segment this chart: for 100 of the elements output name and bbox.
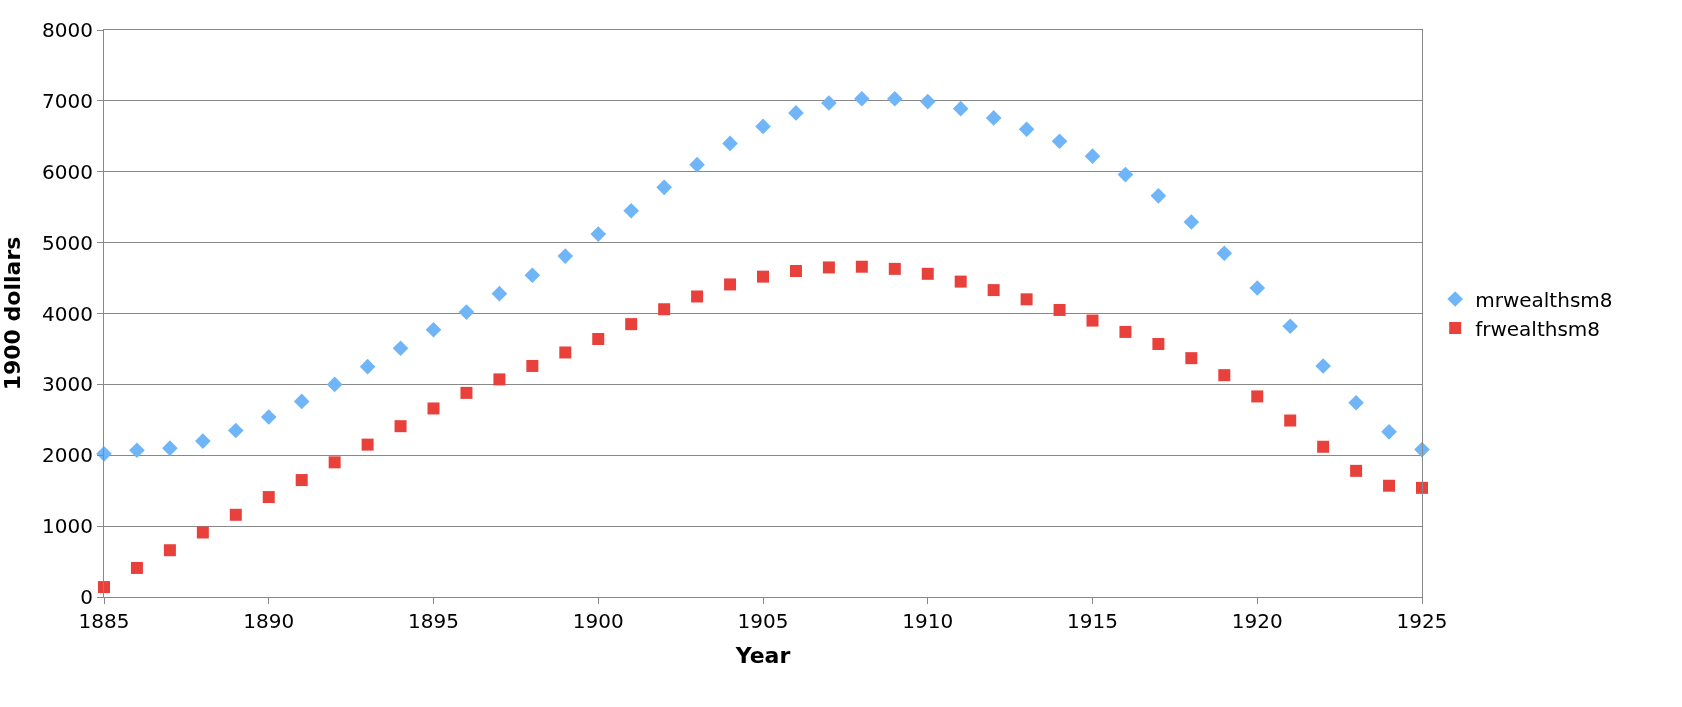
y-tick-label: 5000 — [42, 230, 93, 255]
point — [1152, 337, 1165, 350]
point — [921, 267, 934, 280]
point — [195, 433, 211, 449]
point — [1185, 352, 1198, 365]
point — [491, 285, 508, 302]
point — [1282, 318, 1298, 335]
point — [1251, 390, 1264, 403]
point — [129, 442, 145, 459]
point — [789, 264, 802, 277]
point — [1051, 133, 1068, 150]
point — [458, 304, 475, 320]
point — [590, 226, 607, 242]
point — [1084, 148, 1101, 164]
point — [1416, 481, 1428, 494]
point — [98, 581, 110, 594]
point — [1150, 188, 1167, 204]
point — [460, 386, 473, 399]
point — [262, 491, 275, 504]
point — [1350, 464, 1363, 477]
point — [724, 278, 737, 291]
point — [1348, 395, 1364, 411]
point — [1284, 414, 1297, 427]
point — [493, 373, 506, 386]
point — [427, 402, 440, 415]
point — [658, 303, 671, 316]
point — [952, 100, 969, 117]
point — [1249, 280, 1266, 296]
point — [1086, 314, 1099, 327]
x-axis-title: Year — [734, 642, 791, 668]
point — [394, 420, 407, 433]
point — [130, 561, 143, 574]
point — [1381, 424, 1397, 440]
y-tick-label: 8000 — [42, 18, 93, 42]
point — [788, 105, 804, 121]
point — [1414, 441, 1430, 458]
point — [656, 179, 672, 196]
point — [1315, 358, 1331, 374]
point — [821, 95, 837, 111]
point — [228, 422, 244, 439]
y-tick-label: 1000 — [42, 514, 93, 539]
point — [1383, 479, 1396, 492]
legend-label: frwealthsm8 — [1475, 316, 1601, 341]
point — [1117, 166, 1134, 183]
y-tick-label: 0 — [80, 585, 93, 609]
y-tick-label: 4000 — [42, 301, 93, 326]
point — [1053, 303, 1066, 316]
point — [162, 440, 178, 456]
point — [196, 526, 209, 539]
point — [625, 318, 638, 331]
point — [328, 456, 341, 469]
point — [1018, 121, 1035, 138]
point — [524, 267, 541, 284]
x-tick-label: 1890 — [243, 609, 295, 633]
point — [526, 359, 539, 372]
point — [691, 290, 704, 303]
point — [293, 393, 310, 410]
point — [757, 270, 769, 283]
point — [359, 358, 376, 375]
point — [722, 135, 738, 152]
point — [326, 376, 343, 393]
point — [559, 346, 572, 359]
point — [855, 260, 868, 273]
point — [1183, 214, 1200, 230]
point — [822, 261, 835, 274]
point — [1218, 369, 1231, 382]
point — [888, 262, 901, 275]
x-tick-label: 1900 — [572, 609, 624, 633]
legend-label: mrwealthsm8 — [1475, 287, 1613, 312]
point — [260, 409, 277, 425]
point — [689, 156, 705, 173]
point — [854, 90, 870, 107]
x-tick-label: 1895 — [408, 609, 459, 633]
x-tick-label: 1885 — [78, 609, 130, 633]
point — [985, 110, 1002, 126]
point — [1317, 440, 1330, 453]
point — [755, 118, 771, 135]
point — [919, 93, 936, 110]
point — [1119, 325, 1132, 338]
x-tick-label: 1910 — [902, 609, 954, 633]
point — [887, 90, 903, 107]
point — [987, 284, 1000, 297]
point — [229, 508, 242, 521]
x-tick-label: 1925 — [1396, 609, 1448, 633]
point — [1216, 245, 1233, 262]
point — [361, 438, 374, 451]
point — [163, 544, 176, 557]
y-tick-label: 2000 — [42, 443, 93, 468]
point — [623, 202, 639, 219]
point — [592, 333, 605, 346]
y-tick-label: 6000 — [42, 159, 93, 184]
point — [425, 322, 442, 338]
x-tick-label: 1920 — [1231, 609, 1283, 633]
point — [954, 275, 967, 288]
point — [392, 340, 409, 357]
point — [557, 248, 574, 264]
y-axis-title: 1900 dollars — [0, 236, 25, 391]
point — [1020, 293, 1033, 306]
y-tick-label: 7000 — [42, 88, 93, 113]
y-tick-label: 3000 — [42, 372, 93, 397]
